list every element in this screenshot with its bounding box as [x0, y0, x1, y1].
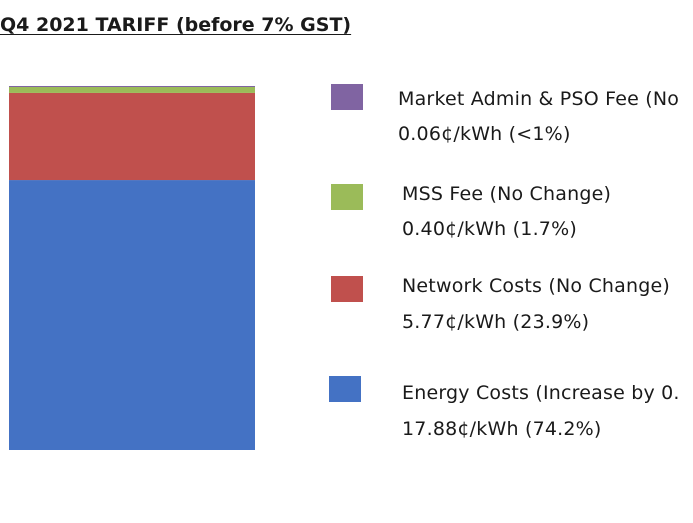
legend-value-1: 5.77¢/kWh (23.9%) — [402, 311, 590, 333]
bar-segment-2 — [9, 86, 255, 93]
legend-value-0: 17.88¢/kWh (74.2%) — [402, 418, 602, 440]
bar-segment-3 — [9, 86, 255, 87]
bar-segment-1 — [9, 92, 255, 181]
chart-title: Q4 2021 TARIFF (before 7% GST) — [0, 14, 352, 36]
legend-swatch-0 — [329, 376, 361, 402]
legend-label-1: Network Costs (No Change) — [402, 275, 670, 297]
legend-label-0: Energy Costs (Increase by 0. — [402, 382, 680, 404]
legend-value-2: 0.40¢/kWh (1.7%) — [402, 218, 577, 240]
legend-value-3: 0.06¢/kWh (<1%) — [398, 123, 571, 145]
legend-label-3: Market Admin & PSO Fee (No — [398, 88, 680, 110]
legend-swatch-3 — [331, 84, 363, 110]
legend-swatch-2 — [331, 184, 363, 210]
bar-segment-0 — [9, 180, 255, 450]
legend-swatch-1 — [331, 276, 363, 302]
legend-label-2: MSS Fee (No Change) — [402, 183, 612, 205]
